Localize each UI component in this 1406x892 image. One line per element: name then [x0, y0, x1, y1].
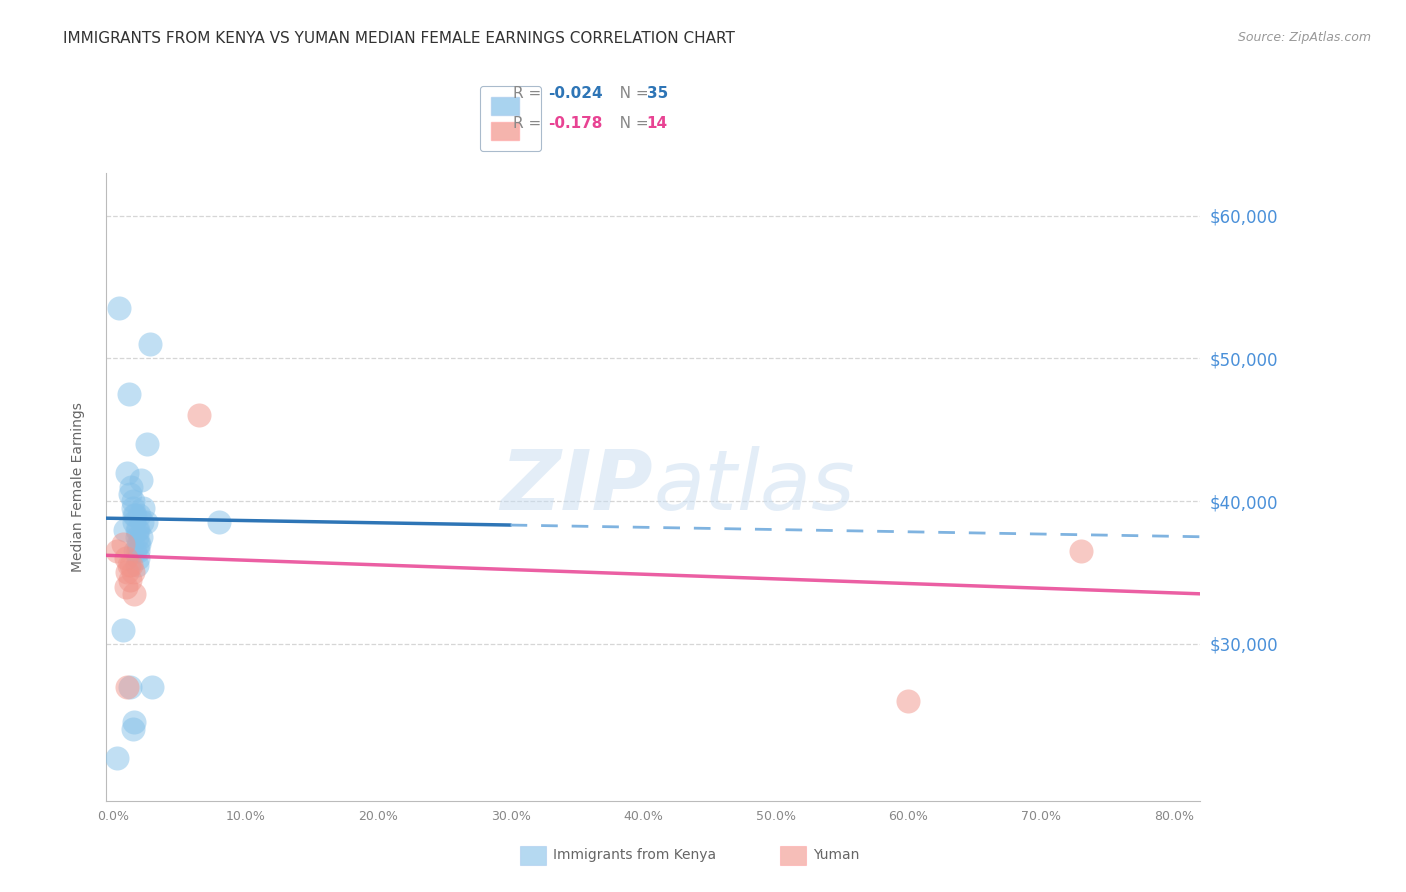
Point	[121, 501, 143, 516]
Point	[127, 523, 149, 537]
Point	[136, 437, 159, 451]
Text: N =: N =	[605, 87, 652, 101]
Point	[118, 680, 141, 694]
Point	[187, 409, 209, 423]
Point	[117, 558, 139, 573]
Point	[105, 544, 128, 558]
Text: 14: 14	[647, 116, 668, 130]
Point	[125, 523, 148, 537]
Point	[117, 566, 139, 580]
Point	[124, 544, 146, 558]
Point	[105, 751, 128, 765]
Text: N =: N =	[605, 116, 652, 130]
Text: Immigrants from Kenya: Immigrants from Kenya	[553, 848, 716, 863]
Point	[117, 466, 139, 480]
Point	[132, 501, 155, 516]
Text: 35: 35	[647, 87, 668, 101]
Point	[120, 558, 142, 573]
Legend: , : ,	[481, 87, 541, 151]
Point	[125, 558, 148, 573]
Point	[124, 508, 146, 523]
Point	[114, 523, 136, 537]
Point	[112, 623, 135, 637]
Point	[115, 580, 138, 594]
Point	[122, 508, 145, 523]
Point	[108, 301, 131, 316]
Point	[128, 537, 150, 551]
Point	[121, 723, 143, 737]
Point	[120, 480, 142, 494]
Point	[127, 551, 149, 566]
Point	[127, 537, 149, 551]
Point	[129, 530, 152, 544]
Point	[208, 516, 231, 530]
Text: IMMIGRANTS FROM KENYA VS YUMAN MEDIAN FEMALE EARNINGS CORRELATION CHART: IMMIGRANTS FROM KENYA VS YUMAN MEDIAN FE…	[63, 31, 735, 46]
Text: -0.178: -0.178	[548, 116, 603, 130]
Text: R =: R =	[513, 116, 547, 130]
Point	[118, 573, 141, 587]
Point	[121, 566, 143, 580]
Point	[122, 587, 145, 601]
Point	[122, 715, 145, 730]
Text: -0.024: -0.024	[548, 87, 603, 101]
Point	[127, 544, 149, 558]
Point	[112, 537, 135, 551]
Point	[122, 516, 145, 530]
Text: Yuman: Yuman	[813, 848, 859, 863]
Point	[1070, 544, 1092, 558]
Point	[118, 487, 141, 501]
Point	[117, 387, 139, 401]
Point	[139, 337, 162, 351]
Text: Source: ZipAtlas.com: Source: ZipAtlas.com	[1237, 31, 1371, 45]
Text: R =: R =	[513, 87, 547, 101]
Y-axis label: Median Female Earnings: Median Female Earnings	[72, 402, 86, 572]
Text: atlas: atlas	[654, 446, 855, 527]
Text: ZIP: ZIP	[501, 446, 654, 527]
Point	[121, 494, 143, 508]
Point	[115, 551, 138, 566]
Point	[117, 680, 139, 694]
Point	[125, 530, 148, 544]
Point	[135, 516, 157, 530]
Point	[128, 508, 150, 523]
Point	[129, 473, 152, 487]
Point	[897, 694, 920, 708]
Point	[141, 680, 163, 694]
Point	[131, 516, 153, 530]
